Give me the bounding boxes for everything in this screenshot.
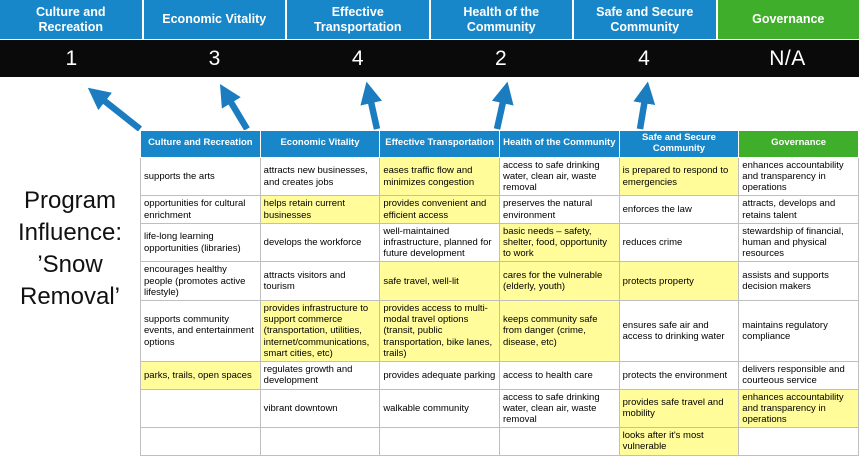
arrows-layer [87,81,656,131]
matrix-cell: develops the workforce [259,222,381,263]
matrix-cell: life-long learning opportunities (librar… [140,222,261,263]
top-header-governance: Governance [717,0,859,40]
matrix-cell: attracts, develops and retains talent [738,195,859,224]
matrix-row: parks, trails, open spaces regulates grow… [140,361,859,390]
matrix-cell: basic needs – safety, shelter, food, opp… [498,222,620,263]
program-influence-label: Program Influence: ’Snow Removal’ [17,187,123,310]
matrix-cell: preserves the natural environment [498,195,620,224]
up-arrow-icon [219,83,250,131]
matrix-cell: attracts visitors and tourism [259,261,381,302]
matrix-cell: walkable community [379,388,500,429]
matrix-cell: provides infrastructure to support comme… [259,300,381,363]
matrix-cell: parks, trails, open spaces [140,361,261,390]
matrix-cell: safe travel, well-lit [379,261,500,302]
matrix-cell: attracts new businesses, and creates job… [259,156,381,197]
score-safe-and-secure-community: 4 [638,46,651,70]
matrix-cell [738,427,859,456]
matrix-header-health-of-the-community: Health of the Community [498,130,620,158]
matrix-cell: delivers responsible and courteous servi… [738,361,859,390]
matrix-cell: well-maintained infrastructure, planned … [379,222,500,263]
matrix-row: encourages healthy people (promotes acti… [140,261,859,302]
matrix-cell: opportunities for cultural enrichment [140,195,261,224]
matrix-cell: enhances accountability and transparency… [738,388,859,429]
matrix-cell: provides adequate parking [379,361,500,390]
matrix-cell [140,427,261,456]
main-area: Program Influence: ’Snow Removal’ Cultur… [0,130,859,456]
matrix-cell: provides convenient and efficient access [379,195,500,224]
top-header-economic-vitality: Economic Vitality [143,0,287,40]
matrix-row: supports the arts attracts new businesses… [140,156,859,197]
matrix-header-governance: Governance [738,130,859,158]
matrix-cell: maintains regulatory compliance [738,300,859,363]
matrix-cell: keeps community safe from danger (crime,… [498,300,620,363]
score-row: 1 3 4 2 4 N/A [0,40,859,77]
matrix-cell: provides access to multi-modal travel op… [379,300,500,363]
matrix-cell: helps retain current businesses [259,195,381,224]
score-culture-and-recreation: 1 [65,46,78,70]
matrix-cell [379,427,500,456]
matrix-cell: supports community events, and entertain… [140,300,261,363]
matrix-row: opportunities for cultural enrichment hel… [140,195,859,224]
matrix-header-row: Culture and Recreation Economic Vitality E… [140,130,859,158]
matrix-cell: provides safe travel and mobility [618,388,740,429]
matrix-cell: ensures safe air and access to drinking … [618,300,740,363]
matrix-cell: access to safe drinking water, clean air… [498,388,620,429]
matrix-cell: eases traffic flow and minimizes congest… [379,156,500,197]
matrix-cell: encourages healthy people (promotes acti… [140,261,261,302]
matrix-cell: protects property [618,261,740,302]
matrix-header-economic-vitality: Economic Vitality [259,130,381,158]
matrix-header-culture-and-recreation: Culture and Recreation [140,130,261,158]
matrix-row: life-long learning opportunities (librar… [140,222,859,263]
matrix-cell [259,427,381,456]
matrix-cell: regulates growth and development [259,361,381,390]
matrix-cell: looks after it's most vulnerable [618,427,740,456]
top-header-row: Culture and Recreation Economic Vitality E… [0,0,859,40]
matrix-header-safe-and-secure-community: Safe and Secure Community [618,130,740,158]
matrix-header-effective-transportation: Effective Transportation [379,130,500,158]
influence-matrix: Culture and Recreation Economic Vitality E… [140,130,859,456]
matrix-cell: protects the environment [618,361,740,390]
top-header-safe-and-secure-community: Safe and Secure Community [574,0,718,40]
up-arrow-icon [87,87,143,131]
top-header-effective-transportation: Effective Transportation [287,0,431,40]
matrix-body: supports the arts attracts new businesses… [140,156,859,456]
matrix-row: looks after it's most vulnerable [140,427,859,456]
matrix-cell: is prepared to respond to emergencies [618,156,740,197]
matrix-row: vibrant downtown walkable community access… [140,388,859,429]
matrix-cell [140,388,261,429]
matrix-cell: access to safe drinking water, clean air… [498,156,620,197]
matrix-cell: enhances accountability and transparency… [738,156,859,197]
up-arrow-icon [360,81,383,130]
matrix-cell: supports the arts [140,156,261,197]
score-economic-vitality: 3 [208,46,221,70]
matrix-row: supports community events, and entertain… [140,300,859,363]
up-arrow-icon [633,81,656,130]
score-effective-transportation: 4 [351,46,365,70]
up-arrow-icon [491,81,514,130]
matrix-cell: assists and supports decision makers [738,261,859,302]
matrix-cell: vibrant downtown [259,388,381,429]
matrix-cell: enforces the law [618,195,740,224]
matrix-cell: access to health care [498,361,620,390]
matrix-cell: stewardship of financial, human and phys… [738,222,859,263]
matrix-cell: reduces crime [618,222,740,263]
top-header-culture-and-recreation: Culture and Recreation [0,0,144,40]
matrix-cell: cares for the vulnerable (elderly, youth… [498,261,620,302]
matrix-cell [498,427,620,456]
score-health-of-the-community: 2 [495,46,508,70]
score-governance: N/A [769,46,806,70]
top-header-health-of-the-community: Health of the Community [430,0,574,40]
